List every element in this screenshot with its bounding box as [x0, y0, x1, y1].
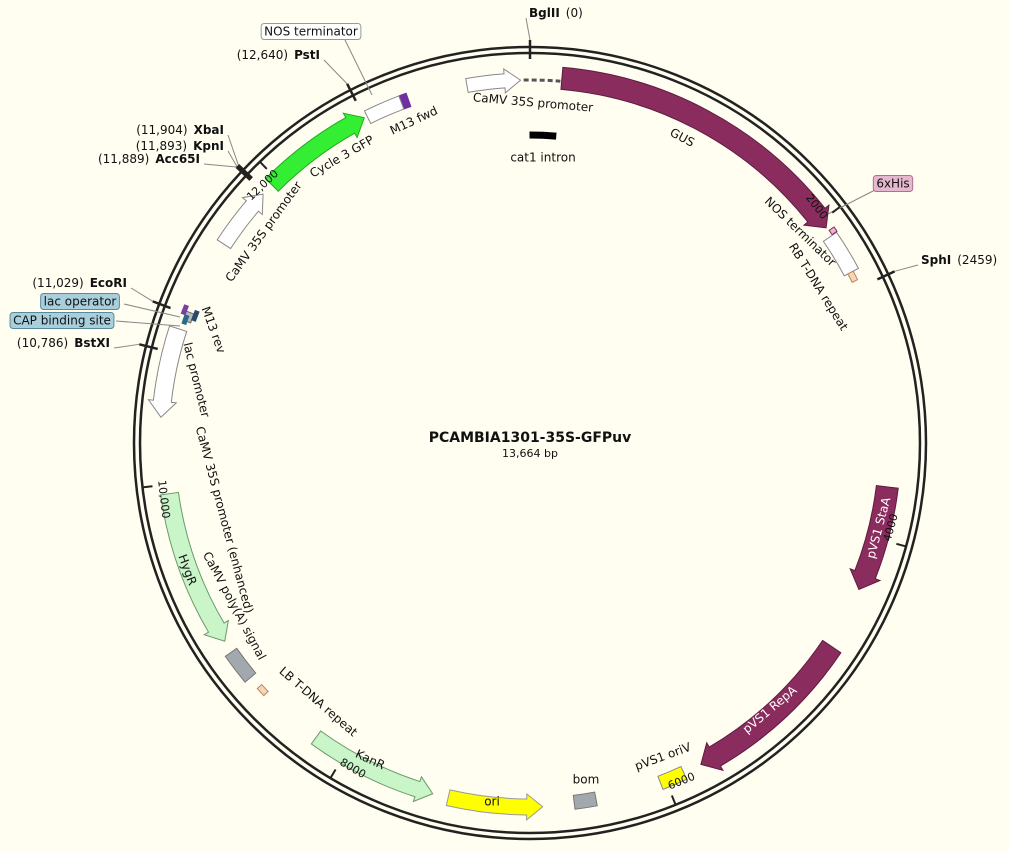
feature-shape — [445, 789, 544, 822]
site-label: (11,904) XbaI — [136, 123, 224, 137]
site-name: EcoRI — [90, 276, 127, 290]
site-label: (12,640) PstI — [237, 48, 320, 62]
site-name: BglII — [529, 6, 560, 20]
site-name: XbaI — [194, 123, 224, 137]
site-position: (2459) — [957, 253, 997, 267]
feature-shape — [560, 66, 830, 229]
label-box — [260, 23, 362, 40]
site-label: (11,889) Acc65I — [98, 152, 200, 166]
feature-shape — [181, 314, 190, 326]
leader-line — [344, 39, 373, 96]
label-box — [872, 175, 914, 192]
feature-label: NOS terminator — [264, 25, 358, 39]
site-leader — [113, 343, 140, 349]
site-tick — [235, 166, 252, 181]
feature-label: LB T-DNA repeat — [277, 664, 361, 739]
feature-shape — [465, 67, 522, 94]
site-name: KpnI — [193, 139, 224, 153]
feature-shape — [256, 683, 269, 697]
site-leader — [130, 287, 153, 302]
feature-shape — [310, 730, 434, 803]
site-label: (10,786) BstXI — [17, 336, 110, 350]
scale-tick — [896, 542, 906, 548]
feature-shape — [828, 226, 838, 236]
site-label: (11,029) EcoRI — [32, 276, 127, 290]
feature-shape — [847, 270, 859, 284]
site-position: (10,786) — [17, 336, 68, 350]
site-position: (0) — [566, 6, 583, 20]
site-leader — [227, 134, 239, 166]
feature-shape — [224, 647, 257, 683]
site-position: (12,640) — [237, 48, 288, 62]
site-name: SphI — [921, 253, 951, 267]
site-tick — [876, 270, 896, 281]
scale-tick — [831, 206, 841, 214]
feature-label: CAP binding site — [13, 314, 111, 328]
feature-label: 6xHis — [876, 177, 909, 191]
feature-shape — [822, 231, 860, 277]
site-label: (11,893) KpnI — [136, 139, 224, 153]
site-name: BstXI — [74, 336, 110, 350]
site-position: (11,889) — [98, 152, 149, 166]
feature-shape — [191, 309, 200, 322]
feature-label: bom — [573, 773, 600, 787]
feature-shape — [700, 639, 842, 772]
site-position: (11,029) — [32, 276, 83, 290]
feature-shape — [160, 491, 230, 642]
scale-tick — [330, 768, 337, 778]
site-leader — [525, 17, 531, 41]
feature-shape — [180, 304, 189, 316]
map-length: 13,664 bp — [502, 447, 558, 460]
feature-shape — [363, 95, 405, 125]
feature-shape — [264, 112, 365, 192]
site-tick — [152, 300, 171, 310]
scale-tick — [670, 795, 677, 805]
site-name: Acc65I — [155, 152, 200, 166]
site-leader — [227, 150, 238, 167]
scale-tick — [259, 161, 268, 170]
site-name: PstI — [294, 48, 320, 62]
feature-shape — [216, 193, 264, 250]
feature-label: ori — [484, 795, 500, 809]
label-box — [40, 293, 120, 310]
feature-shape — [572, 791, 598, 810]
feature-label: lac promoter — [180, 341, 212, 419]
feature-label: GUS — [668, 125, 697, 149]
label-box — [9, 312, 115, 329]
feature-shape — [398, 92, 412, 110]
site-tick — [346, 83, 357, 102]
feature-shape — [529, 131, 557, 140]
site-position: (11,893) — [136, 139, 187, 153]
leader-line — [123, 303, 181, 318]
feature-shape — [147, 325, 188, 418]
scale-label: 10,000 — [155, 479, 172, 519]
feature-label: pVS1 oriV — [633, 740, 694, 774]
map-title: PCAMBIA1301-35S-GFPuv — [429, 430, 632, 446]
connector — [523, 78, 561, 83]
feature-label: CaMV 35S promoter — [472, 90, 593, 114]
site-position: (11,904) — [136, 123, 187, 137]
feature-shape — [657, 765, 688, 791]
scale-tick — [143, 485, 153, 489]
site-tick — [138, 343, 158, 351]
feature-shape — [849, 484, 899, 591]
site-label: BglII (0) — [529, 6, 583, 20]
site-label: SphI (2459) — [921, 253, 997, 267]
site-leader — [894, 264, 919, 272]
feature-label: lac operator — [44, 295, 117, 309]
site-leader — [203, 163, 237, 168]
site-leader — [323, 59, 348, 85]
site-tick — [237, 164, 253, 179]
feature-label: M13 rev — [199, 305, 229, 355]
feature-label: cat1 intron — [510, 151, 575, 165]
leader-line — [115, 320, 181, 327]
